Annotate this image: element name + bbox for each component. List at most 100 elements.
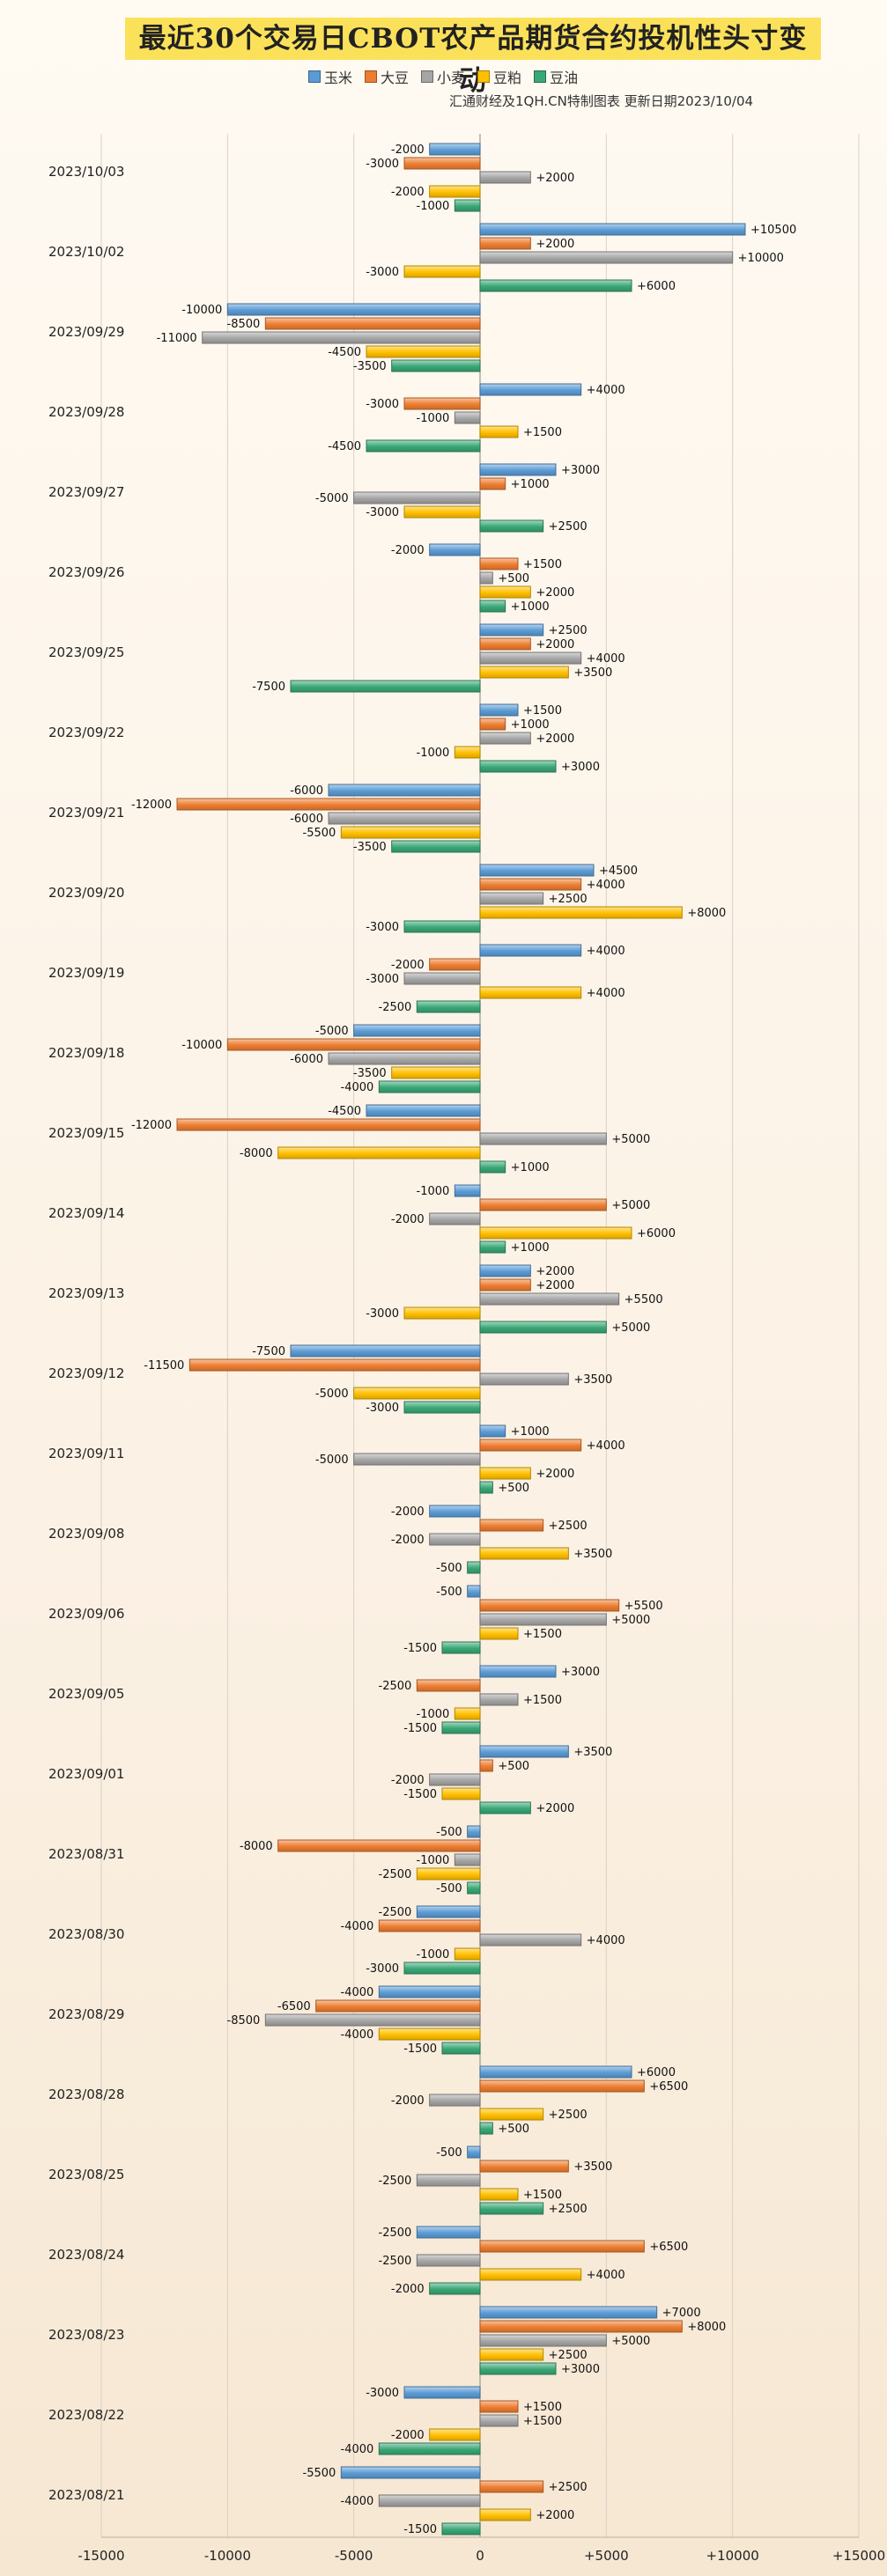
- data-label: -12000: [131, 799, 172, 812]
- bar: [202, 331, 481, 344]
- bar: [176, 798, 481, 811]
- bar: [479, 1226, 632, 1240]
- data-label: +2500: [549, 2349, 588, 2362]
- data-label: -4000: [341, 2028, 374, 2042]
- bar: [479, 2306, 658, 2319]
- bar: [403, 265, 481, 278]
- bar: [391, 840, 481, 853]
- category-label: 2023/10/03: [48, 164, 124, 180]
- bar: [378, 2494, 481, 2507]
- bar: [277, 1146, 481, 1159]
- data-label: -1000: [417, 1948, 450, 1961]
- bar: [479, 251, 734, 264]
- category-label: 2023/09/28: [48, 404, 124, 420]
- bar: [479, 944, 582, 957]
- category-label: 2023/08/29: [48, 2006, 124, 2022]
- bar: [315, 1999, 481, 2013]
- bar: [479, 1801, 531, 1814]
- data-label: -1000: [417, 747, 450, 760]
- data-label: +5500: [625, 1600, 663, 1613]
- bar: [479, 2240, 645, 2253]
- data-label: +2500: [549, 520, 588, 534]
- data-label: +2000: [536, 1265, 574, 1278]
- bar: [416, 2174, 481, 2187]
- data-label: +1500: [523, 426, 562, 439]
- bar: [479, 2202, 544, 2215]
- data-label: -5000: [315, 1025, 349, 1038]
- data-label: -2000: [391, 144, 425, 157]
- bar: [479, 1264, 531, 1277]
- bar: [416, 1000, 481, 1013]
- data-label: +1000: [511, 600, 550, 614]
- data-label: -2000: [391, 2429, 425, 2442]
- bar: [479, 718, 506, 731]
- data-label: +2000: [536, 1468, 574, 1481]
- data-label: -3500: [353, 841, 387, 854]
- bar: [479, 1481, 493, 1494]
- category-label: 2023/08/25: [48, 2167, 124, 2182]
- category-label: 2023/09/13: [48, 1285, 124, 1301]
- bar: [479, 2108, 544, 2121]
- bar: [479, 1373, 569, 1386]
- bar: [479, 519, 544, 533]
- bar: [467, 1561, 481, 1574]
- bar: [378, 2028, 481, 2041]
- bar: [416, 1867, 481, 1880]
- data-label: -3000: [366, 921, 399, 934]
- category-label: 2023/09/08: [48, 1526, 124, 1542]
- data-label: +2000: [536, 2509, 574, 2522]
- data-label: -4500: [328, 1105, 361, 1118]
- category-label: 2023/09/26: [48, 564, 124, 580]
- bar: [416, 1679, 481, 1692]
- bar: [479, 2079, 645, 2093]
- bar: [403, 2386, 481, 2399]
- data-label: -2500: [379, 2255, 412, 2268]
- bar: [176, 1118, 481, 1131]
- data-label: -2500: [379, 2175, 412, 2188]
- legend-label: 小麦: [437, 70, 466, 86]
- bar: [479, 1627, 519, 1640]
- bar: [467, 1881, 481, 1895]
- bar: [353, 1024, 481, 1037]
- bar: [328, 1052, 481, 1065]
- data-label: +2500: [549, 2109, 588, 2122]
- x-tick-label: +5000: [584, 2548, 629, 2564]
- bar: [403, 1961, 481, 1975]
- data-label: -500: [436, 1826, 462, 1839]
- bar: [479, 666, 569, 679]
- data-label: +5000: [611, 1321, 650, 1335]
- legend-item: 小麦: [421, 67, 465, 86]
- data-label: +1000: [511, 1161, 550, 1174]
- bar: [403, 920, 481, 933]
- bar: [479, 651, 582, 665]
- data-label: +10000: [738, 252, 784, 265]
- bar: [479, 1160, 506, 1174]
- data-label: +6500: [649, 2080, 688, 2094]
- category-label: 2023/09/06: [48, 1606, 124, 1622]
- bar: [403, 1306, 481, 1320]
- bar: [429, 1773, 481, 1786]
- data-label: -4000: [341, 2443, 374, 2456]
- data-label: +6000: [637, 280, 676, 293]
- bar: [479, 760, 557, 773]
- bar: [479, 279, 632, 292]
- bar: [403, 505, 481, 519]
- x-tick-label: -5000: [335, 2548, 373, 2564]
- bar: [479, 237, 531, 250]
- data-label: +1000: [511, 1425, 550, 1439]
- bar: [479, 2065, 632, 2079]
- data-label: -8500: [227, 2014, 261, 2028]
- data-label: -2000: [391, 2094, 425, 2108]
- bar: [403, 397, 481, 410]
- bar: [429, 185, 481, 198]
- bar: [479, 878, 582, 891]
- bar: [441, 1641, 481, 1654]
- data-label: -3000: [366, 398, 399, 411]
- legend-label: 豆粕: [493, 70, 522, 86]
- data-label: -3000: [366, 1402, 399, 1415]
- data-label: +1500: [523, 2189, 562, 2202]
- bar: [328, 812, 481, 825]
- data-label: -8500: [227, 318, 261, 331]
- category-label: 2023/09/21: [48, 805, 124, 821]
- bar: [479, 2334, 607, 2347]
